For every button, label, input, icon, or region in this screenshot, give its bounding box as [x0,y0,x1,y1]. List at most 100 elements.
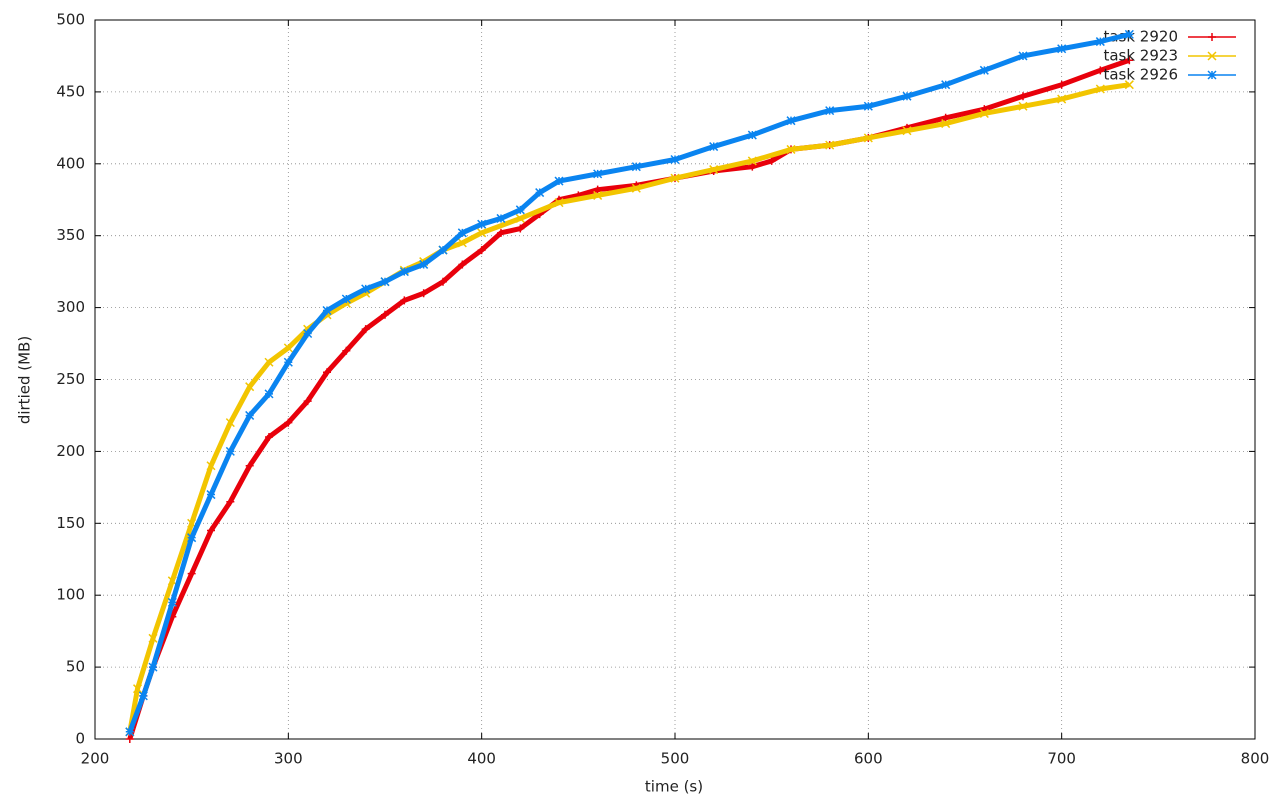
y-tick-label: 0 [75,730,85,748]
series-line [127,82,1130,733]
data-point [902,126,912,136]
data-point [554,176,564,186]
data-point [477,228,487,238]
data-point [283,357,293,367]
y-tick-label: 400 [56,154,85,172]
data-point [477,219,487,229]
data-point [226,497,235,506]
data-point [264,389,274,399]
data-point [515,205,525,215]
data-point [535,188,545,198]
data-point [322,305,332,316]
data-point [206,490,216,500]
data-point [148,662,158,672]
x-tick-label: 500 [661,750,690,768]
data-point [133,684,143,694]
data-point [225,446,235,456]
data-point [941,113,950,122]
data-point [381,310,389,319]
data-point [225,418,235,428]
data-point [767,156,776,165]
data-point [457,228,467,238]
data-point [709,142,719,152]
x-tick-label: 200 [81,750,110,768]
data-point [264,357,274,367]
data-point [747,156,757,166]
data-point [670,173,680,183]
y-tick-label: 300 [56,298,85,316]
series-line [127,57,1131,740]
data-point [457,238,467,248]
data-point [167,597,177,607]
data-point [593,190,603,200]
legend-marker [1208,33,1216,41]
data-point [419,259,429,269]
y-tick-label: 250 [56,370,85,388]
data-point [439,277,447,286]
data-point [361,325,370,334]
x-tick-label: 700 [1047,750,1076,768]
data-point [593,185,602,194]
data-point [979,65,989,75]
data-point [1095,84,1105,94]
data-point [516,224,525,233]
data-point [303,397,312,406]
data-point [554,198,564,208]
x-tick-label: 400 [467,750,496,768]
data-point [825,140,835,150]
legend-marker [1207,51,1217,61]
data-point [148,633,158,643]
data-point [1124,29,1134,39]
data-point [631,162,641,172]
data-point [265,433,273,442]
data-point [1057,44,1067,54]
data-point [1125,56,1134,65]
data-point [187,569,196,578]
data-point [902,91,912,101]
data-point [593,169,603,179]
data-point [786,116,796,126]
data-point [438,245,448,255]
y-tick-label: 150 [56,514,85,532]
data-point [206,461,216,471]
data-point [497,228,505,237]
series-line [127,31,1130,733]
data-point [187,533,197,543]
legend-label: task 2923 [1103,47,1178,65]
data-point [863,101,873,111]
data-point [477,246,486,255]
data-point [284,418,293,427]
data-point [323,368,331,377]
data-point [631,183,641,193]
data-point [245,461,254,470]
data-point [167,576,177,586]
data-point [786,144,796,154]
data-point [670,154,680,165]
data-point [399,267,409,277]
data-point [1096,66,1105,75]
data-point [979,108,989,119]
data-point [748,162,757,171]
x-tick-label: 600 [854,750,883,768]
data-point [941,80,951,90]
data-point [125,735,134,743]
data-point [496,213,506,223]
x-axis-label: time (s) [645,778,703,796]
data-point [941,119,951,129]
y-tick-label: 350 [56,226,85,244]
data-point [1018,101,1028,111]
y-tick-label: 50 [66,658,85,676]
data-point [1019,92,1027,101]
data-point [1057,94,1067,104]
y-tick-label: 200 [56,442,85,460]
data-point [207,526,215,535]
data-point [1057,80,1066,89]
data-point [515,213,525,223]
data-point [303,328,313,339]
data-point [419,289,428,298]
data-point [458,260,467,269]
data-point [709,165,719,175]
data-point [863,133,873,143]
data-point [1095,37,1105,47]
